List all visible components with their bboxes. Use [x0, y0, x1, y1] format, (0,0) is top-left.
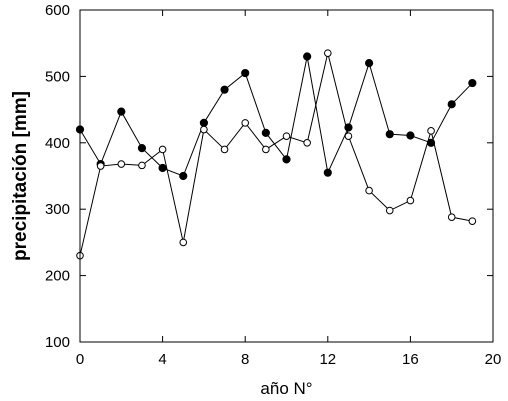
data-point-open	[447, 213, 456, 221]
chart-series	[75, 49, 477, 260]
data-point-filled	[365, 59, 374, 68]
x-tick-label: 0	[76, 351, 84, 368]
x-axis-title: año N°	[260, 379, 312, 398]
data-point-filled	[282, 155, 291, 164]
data-point-filled	[158, 163, 167, 173]
axis-ticks	[79, 9, 494, 343]
y-tick-label: 500	[45, 68, 70, 85]
data-point-open	[262, 145, 270, 154]
data-point-open	[117, 160, 126, 168]
data-point-open	[303, 139, 311, 147]
y-tick-label: 200	[45, 268, 70, 285]
x-tick-labels: 0 4 8 12 16 20	[76, 351, 502, 368]
x-tick-label: 4	[158, 351, 166, 368]
x-tick-label: 16	[402, 351, 419, 368]
data-point-filled	[137, 144, 147, 153]
data-point-open	[385, 206, 394, 215]
data-point-open	[427, 127, 435, 135]
data-point-open	[158, 145, 167, 154]
data-point-filled	[117, 107, 126, 116]
data-point-open	[179, 238, 188, 247]
data-point-filled	[323, 168, 332, 177]
data-point-open	[241, 119, 249, 127]
data-point-filled	[199, 118, 208, 127]
data-point-filled	[220, 85, 229, 94]
data-point-open	[220, 145, 229, 154]
data-point-open	[344, 132, 353, 140]
data-point-filled	[447, 100, 456, 109]
y-tick-label: 600	[45, 2, 70, 19]
series-line-1	[79, 56, 473, 177]
data-point-filled	[468, 78, 477, 88]
data-point-filled	[406, 131, 415, 140]
data-point-open	[200, 125, 208, 134]
y-tick-label: 100	[45, 334, 70, 351]
plot-frame	[79, 9, 494, 343]
data-point-filled	[303, 52, 312, 61]
data-point-open	[138, 161, 146, 170]
data-point-filled	[385, 130, 394, 139]
x-tick-label: 20	[485, 351, 502, 368]
data-point-filled	[179, 171, 188, 181]
y-tick-labels: 100 200 300 400 500 600	[45, 2, 70, 351]
data-point-open	[282, 132, 291, 140]
x-tick-label: 12	[319, 351, 336, 368]
data-point-open	[96, 162, 105, 170]
series-line-2	[79, 53, 473, 256]
y-tick-label: 400	[45, 135, 70, 152]
data-point-open	[468, 217, 477, 225]
data-point-open	[324, 49, 332, 57]
y-tick-label: 300	[45, 201, 70, 218]
x-tick-label: 8	[241, 351, 249, 368]
data-point-filled	[241, 68, 250, 78]
data-point-open	[365, 186, 373, 195]
y-axis-title: precipitación [mm]	[10, 91, 31, 261]
data-point-open	[406, 196, 415, 205]
data-point-filled	[261, 128, 270, 137]
